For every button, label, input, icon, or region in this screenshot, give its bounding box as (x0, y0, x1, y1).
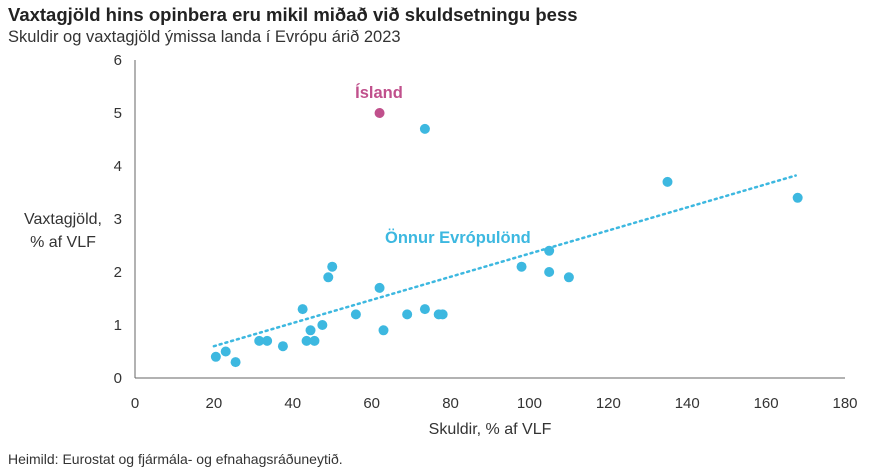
europe-point (323, 272, 334, 283)
x-tick-label: 140 (675, 395, 700, 412)
y-tick-label: 4 (114, 158, 122, 175)
y-tick-label: 2 (114, 264, 122, 281)
europe-point (305, 325, 316, 336)
y-tick-label: 6 (114, 52, 122, 69)
x-tick-label: 0 (131, 395, 139, 412)
europe-point (277, 341, 288, 352)
x-tick-label: 40 (284, 395, 301, 412)
series-label-iceland: Ísland (355, 83, 403, 102)
europe-point (374, 282, 385, 293)
series-label-europe: Önnur Evrópulönd (385, 228, 531, 247)
chart-title: Vaxtagjöld hins opinbera eru mikil miðað… (8, 4, 578, 25)
y-axis-title: Vaxtagjöld, (24, 211, 102, 228)
europe-point (662, 176, 673, 187)
x-tick-label: 60 (363, 395, 380, 412)
europe-point (317, 320, 328, 330)
europe-point (309, 335, 320, 346)
europe-point (437, 309, 448, 320)
europe-point (563, 272, 574, 283)
europe-point (516, 261, 527, 272)
chart-subtitle: Skuldir og vaxtagjöld ýmissa landa í Evr… (8, 28, 401, 46)
x-tick-label: 100 (517, 395, 542, 412)
europe-point (254, 335, 265, 346)
x-tick-label: 20 (206, 395, 223, 412)
iceland-point (374, 108, 385, 118)
europe-point (262, 335, 273, 346)
x-tick-label: 120 (596, 395, 621, 412)
europe-point (419, 304, 430, 315)
y-tick-label: 3 (114, 211, 122, 228)
trendline (212, 174, 797, 348)
source-note: Heimild: Eurostat og fjármála- og efnaha… (8, 451, 343, 467)
x-tick-label: 80 (442, 395, 459, 412)
europe-point (402, 309, 413, 320)
europe-point (301, 335, 312, 346)
europe-point (210, 351, 221, 362)
y-tick-label: 5 (114, 105, 122, 122)
europe-point (544, 267, 555, 277)
europe-point (544, 245, 555, 256)
europe-point (220, 346, 231, 357)
x-tick-label: 160 (754, 395, 779, 412)
europe-point (792, 192, 803, 203)
y-axis-title: % af VLF (30, 234, 96, 251)
europe-point (230, 357, 241, 368)
europe-point (419, 123, 430, 134)
europe-point (327, 261, 338, 272)
europe-point (378, 325, 389, 336)
europe-point (350, 309, 361, 320)
europe-point (297, 304, 308, 315)
y-tick-label: 1 (114, 317, 122, 334)
x-tick-label: 180 (832, 395, 857, 412)
x-axis-title: Skuldir, % af VLF (429, 421, 552, 438)
y-tick-label: 0 (114, 370, 122, 387)
